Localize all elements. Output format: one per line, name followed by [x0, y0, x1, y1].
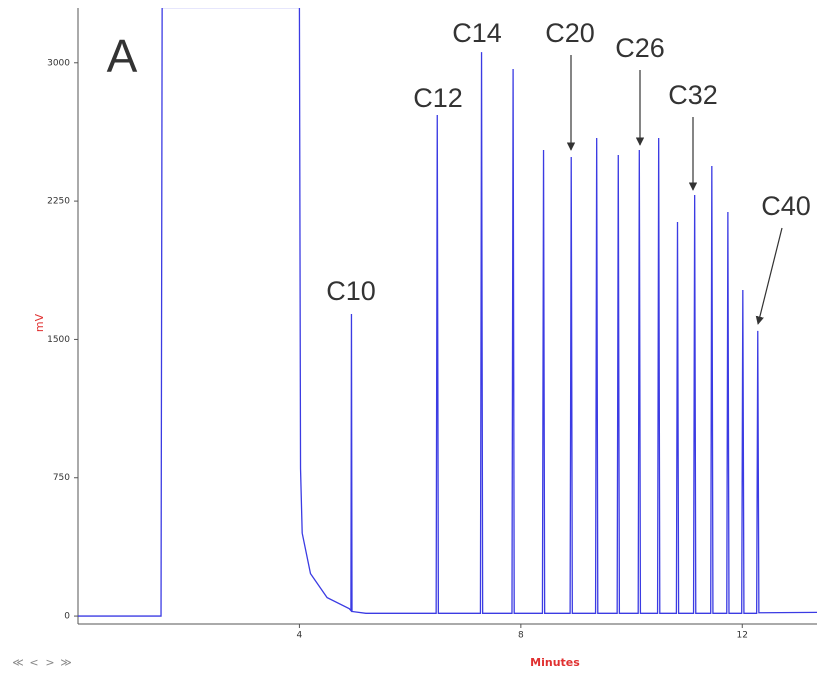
peak-label: C40: [761, 191, 811, 221]
y-tick-label: 3000: [47, 58, 70, 68]
peak-label: C26: [615, 33, 665, 63]
x-tick-label: 8: [518, 631, 524, 641]
x-tick-label: 12: [737, 631, 748, 641]
nav-button[interactable]: ≫: [60, 656, 72, 669]
peak-label: C14: [452, 18, 502, 48]
peak-label: C32: [668, 80, 718, 110]
nav-button[interactable]: >: [45, 656, 54, 669]
y-axis-label: mV: [33, 313, 46, 332]
nav-button[interactable]: ≪: [12, 656, 24, 669]
y-tick-label: 1500: [47, 335, 70, 345]
nav-button[interactable]: <: [29, 656, 38, 669]
y-tick-label: 0: [64, 612, 70, 622]
peak-label: C20: [545, 18, 595, 48]
peak-label: C12: [413, 83, 463, 113]
annotation-arrow: [755, 227, 783, 325]
x-axis-label: Minutes: [530, 656, 580, 669]
y-tick-label: 750: [53, 473, 70, 483]
x-tick-label: 4: [297, 631, 303, 641]
signal-line: [78, 8, 817, 617]
peak-label: C10: [326, 276, 376, 306]
y-tick-label: 2250: [47, 197, 70, 207]
peak-label: A: [107, 30, 138, 82]
